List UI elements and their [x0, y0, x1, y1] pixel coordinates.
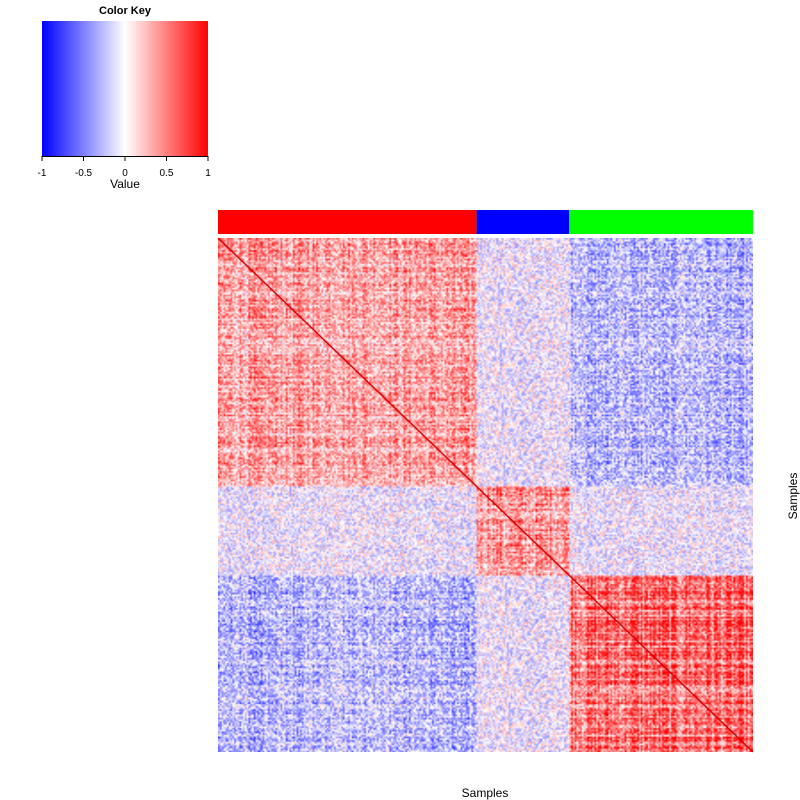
color-key-tick-label: 1	[205, 168, 211, 179]
heatmap-matrix	[217, 237, 754, 753]
y-axis-label: Samples	[786, 473, 800, 520]
color-key-ticks: -1 -0.5 0 0.5 1	[38, 156, 211, 179]
color-key: Color Key -1 -0.5 0 0.5 1 Value	[38, 5, 212, 191]
group-color-bar	[218, 210, 753, 234]
color-key-tick-label: 0.5	[160, 168, 174, 179]
group-bar-group-1	[218, 210, 477, 234]
color-key-tick-label: -0.5	[75, 168, 93, 179]
color-key-tick-label: -1	[38, 168, 47, 179]
color-key-title: Color Key	[99, 5, 152, 17]
group-bar-group-3	[569, 210, 753, 234]
heatmap-diagonal	[217, 237, 754, 753]
group-bar-group-2	[476, 210, 570, 234]
color-key-tick-label: 0	[122, 168, 128, 179]
x-axis-label: Samples	[462, 786, 509, 800]
color-key-value-label: Value	[110, 177, 140, 191]
color-key-gradient	[42, 21, 208, 156]
